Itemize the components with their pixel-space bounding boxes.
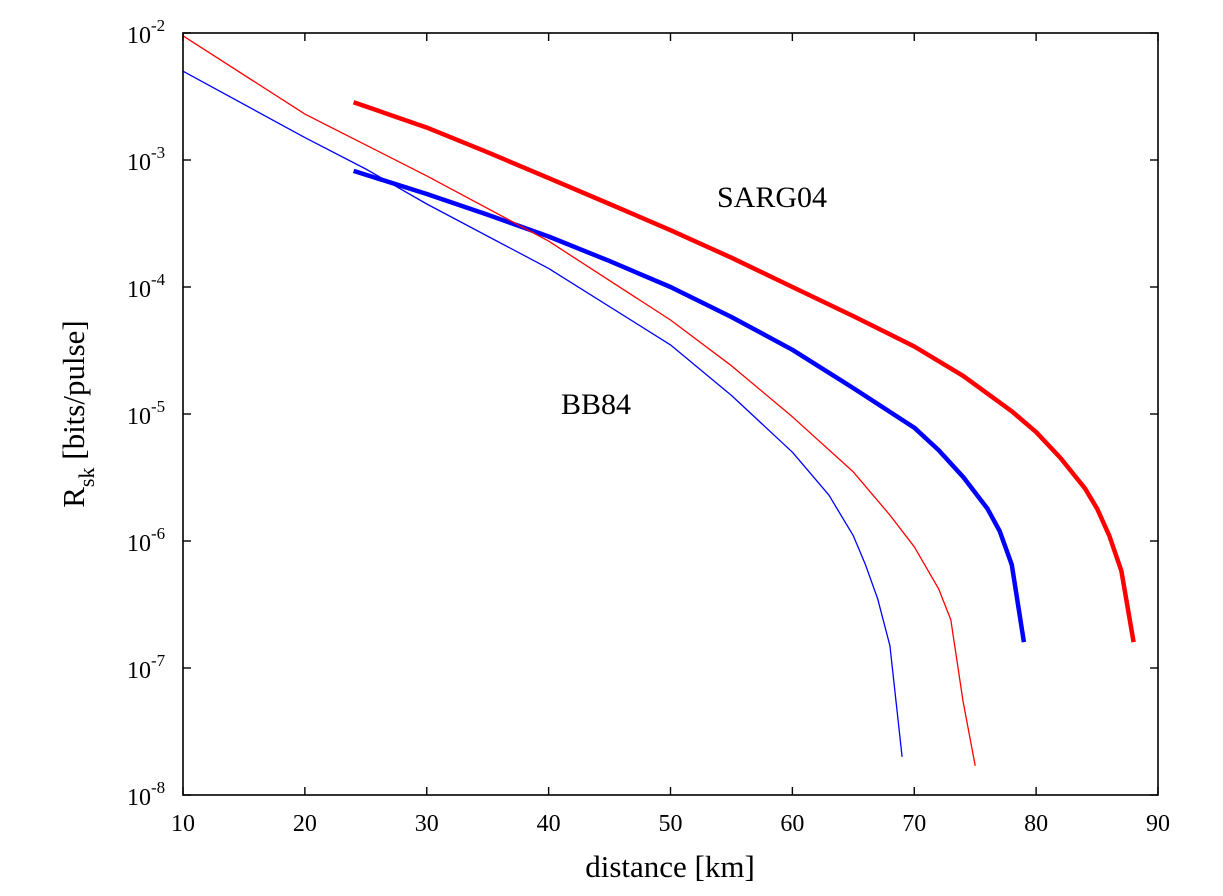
annotation-sarg04: SARG04 (717, 181, 827, 214)
y-tick-label: 10-8 (127, 778, 165, 811)
series-line-bb84-thin (182, 70, 903, 757)
x-tick-label: 50 (659, 811, 683, 837)
y-tick-exponent: -4 (151, 270, 166, 289)
y-tick-base: 10 (127, 531, 151, 557)
y-axis-title-main: R (56, 487, 91, 508)
y-tick-base: 10 (127, 785, 151, 811)
y-axis-title: Rsk [bits/pulse] (56, 320, 99, 508)
y-tick-base: 10 (127, 658, 151, 684)
x-tick-label: 90 (1146, 811, 1170, 837)
labels-layer: 10 20 30 40 50 60 70 80 9010-810-710-610-510-410… (127, 16, 1170, 837)
y-tick-exponent: -3 (151, 143, 165, 162)
x-axis-title: distance [km] (585, 849, 755, 884)
series-line-sarg-thick (352, 100, 1136, 643)
x-tick-label: 80 (1024, 811, 1048, 837)
y-tick-label: 10-7 (127, 651, 166, 684)
series-line-bb84-thick (352, 168, 1027, 643)
y-tick-base: 10 (127, 277, 151, 303)
annotation-bb84: BB84 (561, 388, 631, 421)
y-axis-title-subscript: sk (74, 468, 99, 488)
x-tick-label: 10 (171, 811, 195, 837)
series-line-sarg-thin (182, 35, 976, 766)
y-tick-label: 10-6 (127, 524, 165, 557)
x-tick-label: 30 (415, 811, 439, 837)
y-tick-exponent: -5 (151, 397, 165, 416)
ticks-layer (182, 32, 1159, 796)
x-tick-label: 40 (537, 811, 561, 837)
x-tick-label: 60 (780, 811, 804, 837)
y-tick-base: 10 (127, 150, 151, 176)
y-tick-exponent: -2 (151, 16, 165, 35)
y-axis-title-rest: [bits/pulse] (56, 320, 91, 467)
y-tick-label: 10-2 (127, 16, 165, 49)
y-tick-label: 10-4 (127, 270, 166, 303)
y-tick-exponent: -7 (151, 651, 166, 670)
y-tick-exponent: -6 (151, 524, 165, 543)
x-tick-label: 70 (902, 811, 926, 837)
y-tick-label: 10-3 (127, 143, 165, 176)
y-tick-exponent: -8 (151, 778, 165, 797)
y-tick-base: 10 (127, 23, 151, 49)
x-tick-label: 20 (293, 811, 317, 837)
y-tick-label: 10-5 (127, 397, 165, 430)
series-layer (182, 35, 1136, 766)
y-tick-base: 10 (127, 404, 151, 430)
